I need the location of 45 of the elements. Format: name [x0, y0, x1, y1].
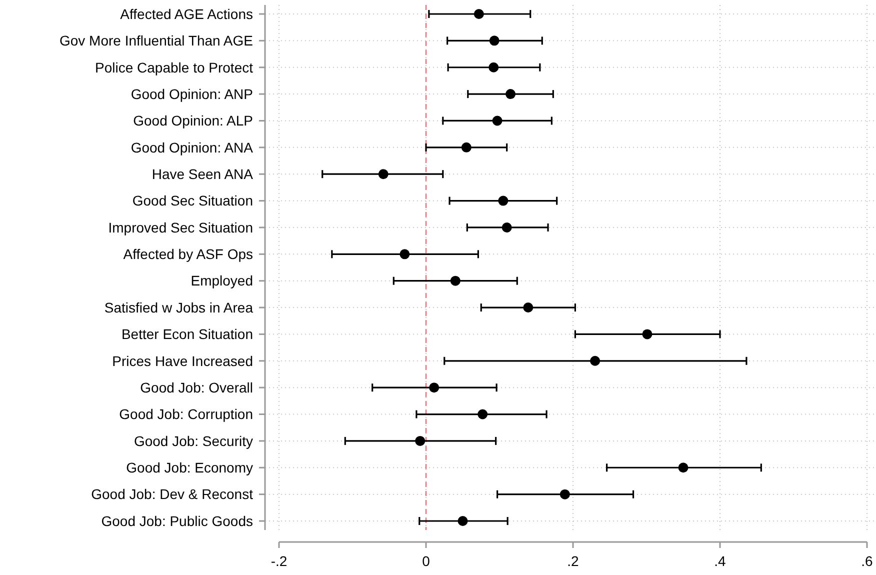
point: [642, 329, 652, 340]
point: [429, 382, 440, 393]
point: [458, 516, 468, 526]
point: [560, 489, 570, 500]
y-tick-label: Good Job: Overall: [140, 379, 253, 396]
point: [415, 436, 426, 446]
point: [506, 89, 516, 100]
x-tick-label: .2: [567, 553, 580, 569]
x-tick-label: -.2: [270, 553, 288, 569]
y-tick-label: Good Job: Security: [134, 432, 253, 449]
y-tick-label: Employed: [190, 272, 253, 289]
y-tick-label: Good Job: Dev & Reconst: [91, 486, 254, 502]
y-tick-label: Improved Sec Situation: [108, 219, 253, 236]
y-tick-label: Good Sec Situation: [132, 192, 253, 209]
point: [502, 222, 512, 232]
point: [474, 9, 484, 19]
point: [478, 409, 488, 420]
y-tick-label: Prices Have Increased: [112, 352, 253, 369]
point: [492, 116, 502, 126]
y-tick-label: Good Job: Public Goods: [101, 512, 253, 529]
y-tick-label: Good Opinion: ANA: [130, 139, 254, 156]
y-tick-label: Good Job: Corruption: [119, 406, 253, 422]
y-tick-label: Gov More Influential Than AGE: [59, 32, 253, 49]
point: [489, 36, 500, 46]
y-tick-label: Affected AGE Actions: [120, 6, 253, 22]
y-tick-label: Good Opinion: ALP: [133, 112, 253, 129]
point: [523, 302, 534, 313]
point: [450, 276, 460, 286]
point: [488, 62, 499, 72]
y-tick-label: Good Opinion: ANP: [130, 86, 253, 102]
y-tick-label: Affected by ASF Ops: [123, 246, 253, 262]
x-tick-label: .6: [861, 553, 874, 569]
point: [461, 142, 472, 152]
point: [498, 196, 508, 206]
point: [590, 356, 600, 366]
y-tick-label: Better Econ Situation: [121, 326, 253, 342]
y-tick-label: Satisfied w Jobs in Area: [104, 299, 254, 316]
point: [378, 169, 388, 180]
x-tick-label: 0: [422, 553, 430, 569]
point: [400, 249, 410, 260]
y-tick-label: Good Job: Economy: [126, 460, 253, 476]
point: [678, 462, 688, 473]
x-tick-label: .4: [714, 553, 726, 569]
y-tick-label: Police Capable to Protect: [95, 59, 254, 76]
y-tick-label: Have Seen ANA: [152, 166, 254, 182]
